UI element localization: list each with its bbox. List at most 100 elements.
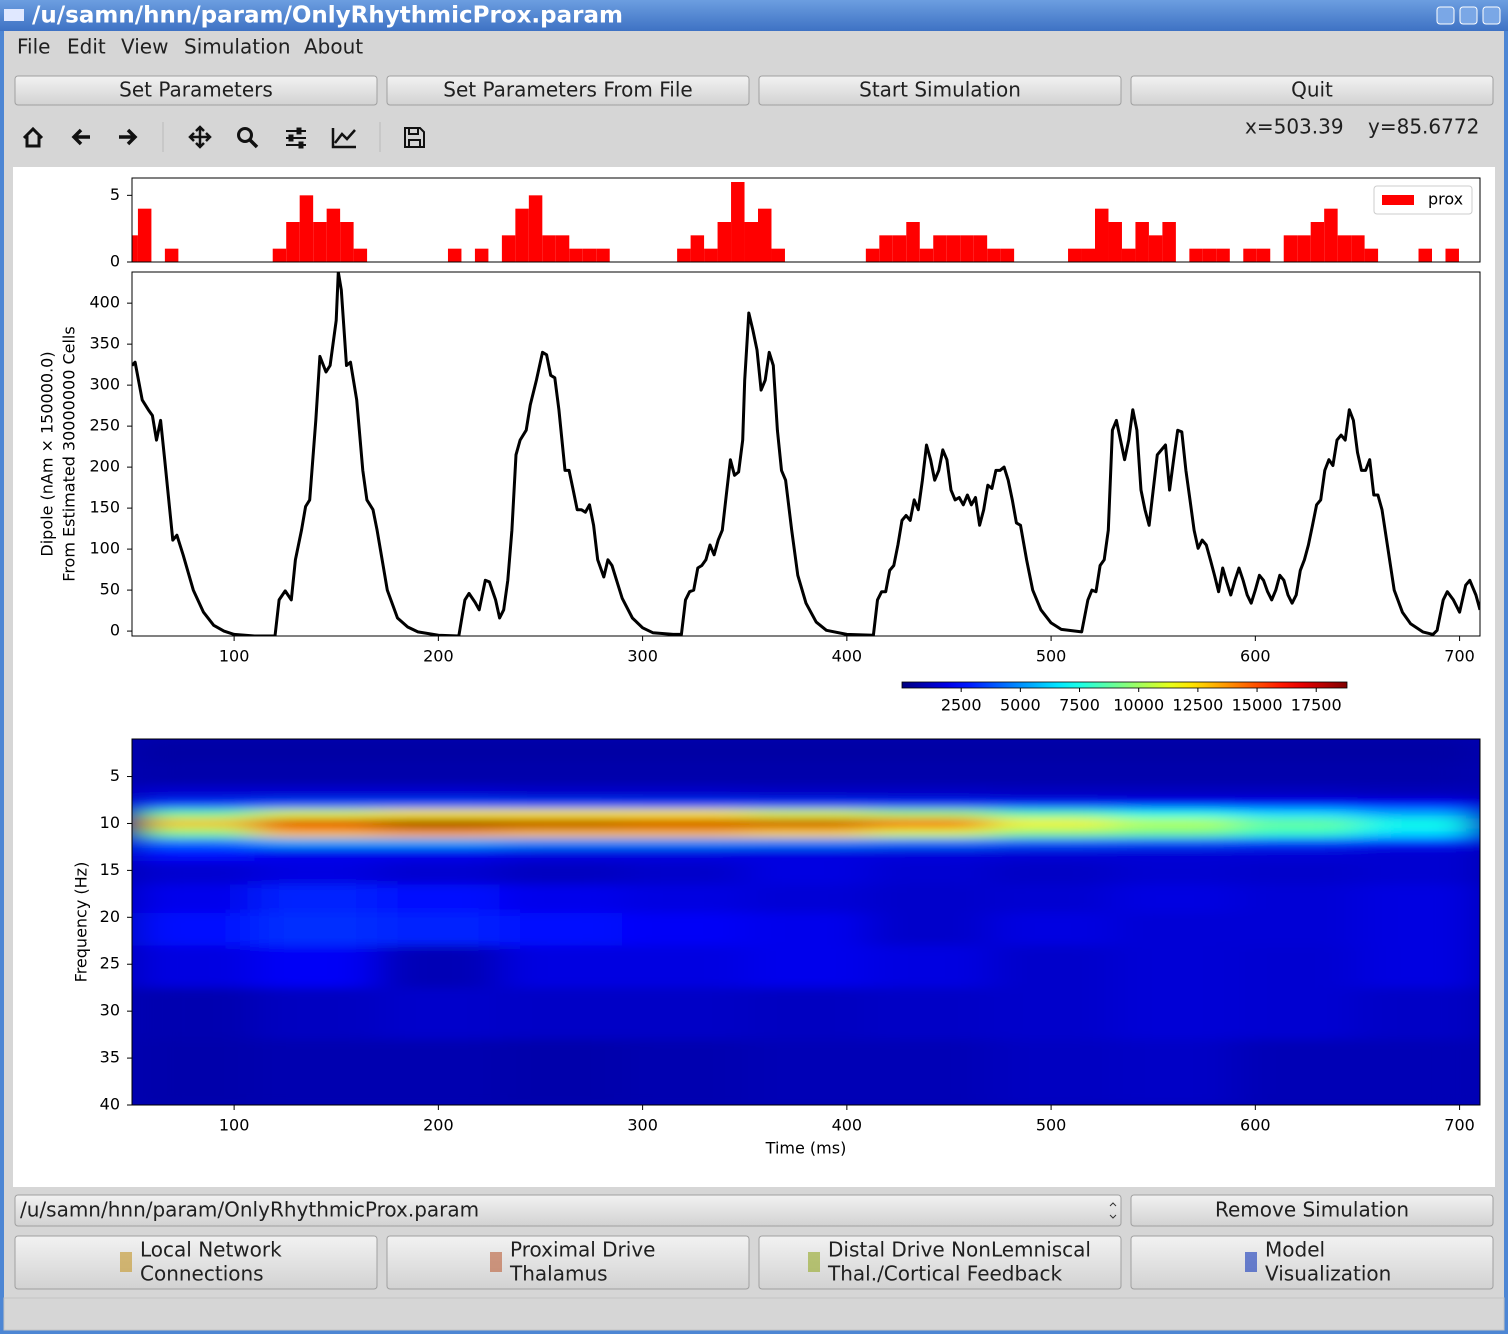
colorbar-tick-label: 12500 [1172,696,1223,715]
y-tick-label: 25 [100,954,120,973]
home-icon[interactable] [22,126,44,148]
heatmap-cell [867,884,991,914]
y-tick-label: 15 [100,860,120,879]
heatmap-cell [254,800,378,810]
heatmap-cell [377,739,501,763]
panel-button[interactable] [1130,1235,1494,1290]
heatmap-cell [1234,912,1358,946]
y-tick-label: 100 [89,539,120,558]
bar [1337,235,1352,262]
y-tick-label: 0 [110,252,120,271]
button[interactable] [386,75,750,106]
panel-button[interactable] [758,1235,1122,1290]
heatmap-cell [622,846,746,862]
x-tick-label: 700 [1444,647,1475,666]
menu-item[interactable]: Simulation [184,35,291,59]
heatmap-cell [622,762,746,787]
heatmap-cell [622,945,746,989]
x-tick-label: 400 [832,647,863,666]
bar [1216,248,1230,262]
heatmap-cell [132,861,256,885]
button[interactable] [14,75,378,106]
heatmap-cell [132,846,256,862]
panel-button[interactable] [14,1235,378,1290]
heatmap-cell [254,884,378,914]
heatmap-cell [1234,945,1358,989]
remove-simulation-button[interactable] [1130,1194,1494,1227]
heatmap-cell [989,861,1113,885]
bar [865,248,880,262]
axes-icon[interactable] [331,128,356,149]
menu-item[interactable]: About [304,35,363,59]
file-select[interactable] [14,1194,1122,1227]
bar [474,248,489,262]
heatmap-cell [499,818,623,829]
heatmap-cell [1112,861,1236,885]
heatmap-cell [622,809,746,820]
colorbar [901,681,1348,689]
bar [1162,222,1176,262]
heatmap-cell [132,739,256,763]
heatmap-cell [867,1039,991,1105]
app-icon [4,9,24,21]
heatmap-cell [1112,809,1236,820]
heatmap-cell [744,987,868,1040]
y-tick-label: 400 [89,293,120,312]
back-icon[interactable] [71,128,90,146]
menu-item[interactable]: Edit [67,35,106,59]
heatmap-cell [254,987,378,1040]
bar [1364,248,1379,262]
save-icon[interactable] [404,127,425,148]
pan-icon[interactable] [188,125,212,149]
x-tick-label: 100 [219,647,250,666]
histogram-bars [132,182,1459,262]
minimize-button[interactable] [1436,6,1455,25]
x-tick-label: 700 [1444,1116,1475,1135]
colorbar-tick-label: 17500 [1291,696,1342,715]
bar [906,222,920,262]
heatmap-cell [1234,987,1358,1040]
heatmap-cell [1357,800,1480,810]
panel-button[interactable] [386,1235,750,1290]
legend-box [1373,185,1473,215]
colorbar-tick-label: 10000 [1113,696,1164,715]
close-button[interactable] [1482,6,1501,25]
heatmap-cell [132,837,256,848]
heatmap-cell [1112,837,1236,848]
heatmap-cell [744,912,868,946]
heatmap-cell [1112,762,1236,787]
heatmap-cell [744,785,868,801]
heatmap-cell [499,912,623,946]
combo-arrows [1109,1202,1117,1219]
bar [1068,248,1082,262]
heatmap-cell [989,912,1113,946]
bar [340,222,354,262]
heatmap-cell [1357,762,1480,787]
y-tick-label: 0 [110,621,120,640]
forward-icon[interactable] [119,128,138,146]
maximize-button[interactable] [1459,6,1478,25]
legend: prox [1373,185,1473,215]
panel-label: Distal Drive NonLemniscal [828,1238,1091,1262]
menu-item[interactable]: View [121,35,168,59]
zoom-icon[interactable] [237,127,253,143]
button[interactable] [1130,75,1494,106]
heatmap-cell [1112,945,1236,989]
heatmap-cell [989,846,1113,862]
bar [1283,235,1298,262]
x-tick-label: 400 [832,1116,863,1135]
heatmap-cell [867,785,991,801]
bar [286,222,300,262]
heatmap-cell [622,861,746,885]
heatmap-cell [499,1039,623,1105]
button[interactable] [758,75,1122,106]
heatmap-cell [254,912,378,946]
bar [164,248,179,262]
bar [1351,235,1365,262]
heatmap-cell [1357,739,1480,763]
heatmap-cell [254,828,378,839]
y-tick-label: 5 [110,766,120,785]
window-controls[interactable] [1436,6,1501,25]
bar [299,195,314,262]
menu-item[interactable]: File [17,35,50,59]
